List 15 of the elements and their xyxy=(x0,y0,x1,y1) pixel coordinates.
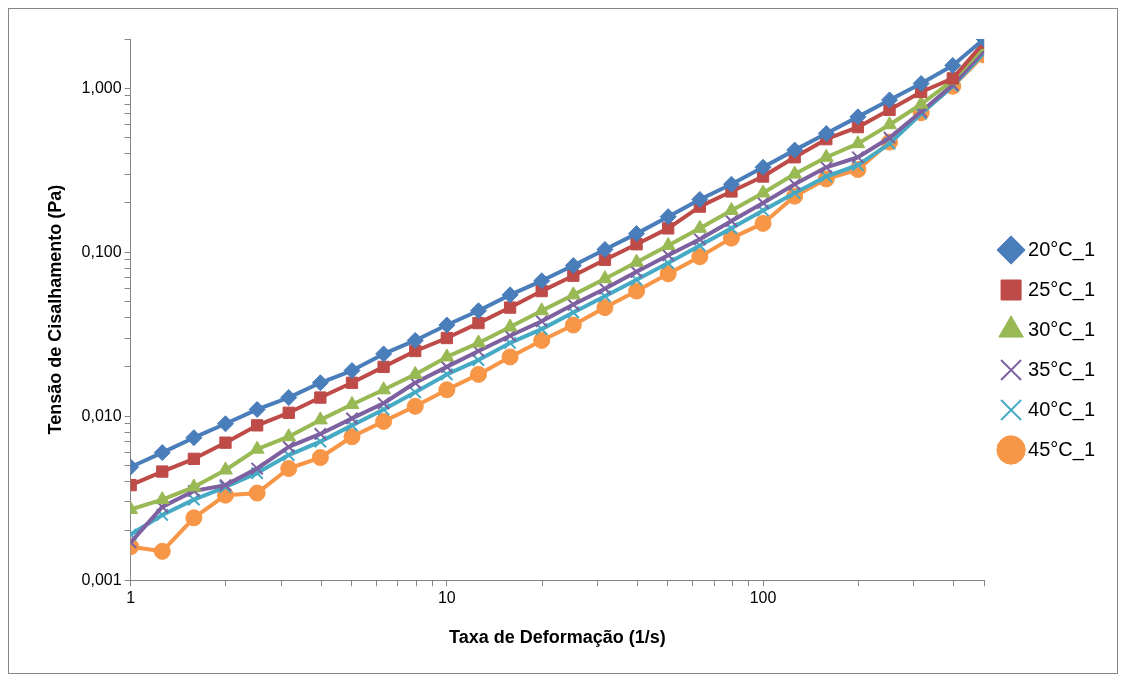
legend-label: 45°C_1 xyxy=(1028,437,1095,461)
legend-label: 35°C_1 xyxy=(1028,357,1095,381)
legend-label: 20°C_1 xyxy=(1028,237,1095,261)
x-tick-label: 1 xyxy=(126,589,136,607)
y-tick-label: 1,000 xyxy=(81,78,122,96)
y-tick-label: 0,001 xyxy=(81,570,122,588)
legend-label: 30°C_1 xyxy=(1028,317,1095,341)
legend-label: 25°C_1 xyxy=(1028,277,1095,301)
y-tick-label: 0,100 xyxy=(81,242,122,260)
legend-label: 40°C_1 xyxy=(1028,397,1095,421)
x-tick-label: 100 xyxy=(749,589,777,607)
y-axis-title: Tensão de Cisalhamento (Pa) xyxy=(44,184,65,435)
y-tick-label: 0,010 xyxy=(81,406,122,424)
x-axis-title: Taxa de Deformação (1/s) xyxy=(448,627,666,648)
x-tick-label: 10 xyxy=(437,589,456,607)
